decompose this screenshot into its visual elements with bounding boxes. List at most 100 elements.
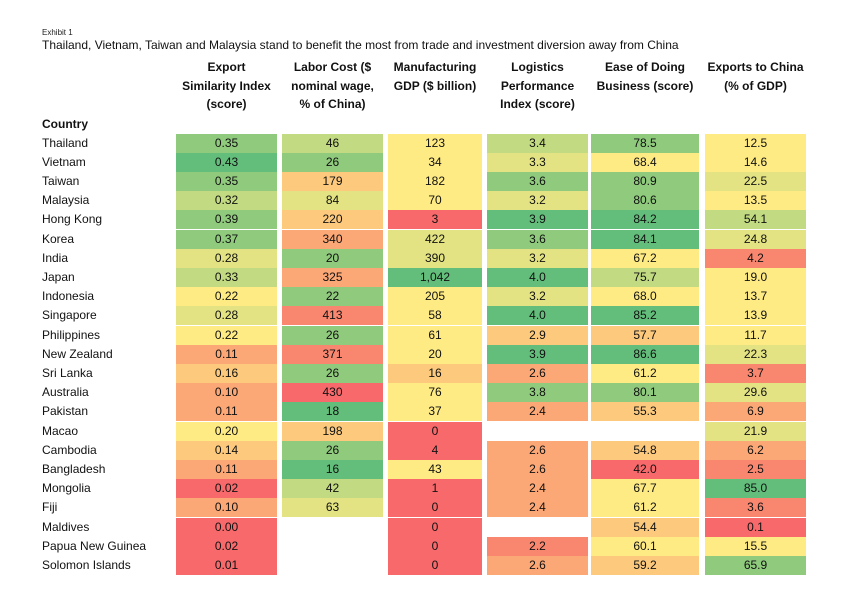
column-header-line: Labor Cost ($ <box>293 60 372 74</box>
country-name: New Zealand <box>42 346 113 361</box>
cell-labor <box>282 536 383 556</box>
cell-exp: 6.2 <box>705 440 806 460</box>
cell-esi: 0.33 <box>176 267 277 288</box>
table-row: Korea 0.37 340 422 3.6 84.1 24.8 <box>0 229 856 249</box>
cell-mfg: 0 <box>388 536 482 556</box>
cell-esi: 0.02 <box>176 536 277 556</box>
table-row: New Zealand 0.11 371 20 3.9 86.6 22.3 <box>0 344 856 364</box>
cell-lpi: 3.2 <box>487 287 588 307</box>
cell-edb: 55.3 <box>591 402 699 422</box>
cell-exp: 24.8 <box>705 229 806 249</box>
cell-edb: 68.0 <box>591 287 699 307</box>
cell-esi: 0.10 <box>176 383 277 403</box>
cell-mfg: 422 <box>388 229 482 249</box>
column-header-line: Exports to China <box>707 60 804 74</box>
column-header-mfg: Manufacturing GDP ($ billion) <box>378 58 492 95</box>
country-name: Philippines <box>42 327 101 342</box>
cell-esi: 0.00 <box>176 517 277 537</box>
cell-labor: 325 <box>282 267 383 288</box>
cell-labor: 340 <box>282 229 383 249</box>
cell-edb: 78.5 <box>591 133 699 153</box>
cell-esi: 0.32 <box>176 191 277 211</box>
column-header-line: Index (score) <box>500 97 575 111</box>
cell-mfg: 390 <box>388 248 482 268</box>
cell-lpi: 2.4 <box>487 402 588 422</box>
cell-mfg: 20 <box>388 344 482 364</box>
cell-labor: 42 <box>282 479 383 499</box>
cell-lpi: 2.6 <box>487 440 588 460</box>
cell-lpi <box>487 421 588 441</box>
cell-esi: 0.20 <box>176 421 277 441</box>
country-name: Indonesia <box>42 289 95 304</box>
cell-labor: 26 <box>282 152 383 172</box>
cell-edb: 80.9 <box>591 171 699 192</box>
cell-esi: 0.22 <box>176 287 277 307</box>
column-header-exp: Exports to China (% of GDP) <box>695 58 816 95</box>
exhibit-label: Exhibit 1 <box>42 28 73 37</box>
cell-mfg: 0 <box>388 421 482 441</box>
table-row: Australia 0.10 430 76 3.8 80.1 29.6 <box>0 383 856 403</box>
cell-exp: 0.1 <box>705 517 806 537</box>
cell-edb: 84.1 <box>591 229 699 249</box>
cell-exp: 19.0 <box>705 267 806 288</box>
country-column-header: Country <box>42 117 88 131</box>
cell-exp: 6.9 <box>705 402 806 422</box>
cell-mfg: 34 <box>388 152 482 172</box>
cell-lpi: 2.9 <box>487 325 588 345</box>
column-header-lpi: Logistics Performance Index (score) <box>477 58 598 114</box>
cell-esi: 0.35 <box>176 133 277 153</box>
cell-mfg: 0 <box>388 517 482 537</box>
cell-edb: 86.6 <box>591 344 699 364</box>
table-row: Japan 0.33 325 1,042 4.0 75.7 19.0 <box>0 267 856 288</box>
cell-esi: 0.43 <box>176 152 277 172</box>
cell-edb: 85.2 <box>591 306 699 326</box>
cell-edb: 67.7 <box>591 479 699 499</box>
cell-lpi: 2.6 <box>487 363 588 384</box>
cell-lpi: 3.2 <box>487 248 588 268</box>
cell-labor: 413 <box>282 306 383 326</box>
cell-mfg: 0 <box>388 498 482 518</box>
column-header-edb: Ease of Doing Business (score) <box>581 58 709 95</box>
cell-edb: 61.2 <box>591 363 699 384</box>
country-name: India <box>42 250 69 265</box>
cell-labor: 22 <box>282 287 383 307</box>
cell-edb: 67.2 <box>591 248 699 268</box>
country-name: Maldives <box>42 519 90 534</box>
cell-mfg: 123 <box>388 133 482 153</box>
cell-exp: 13.5 <box>705 191 806 211</box>
cell-labor <box>282 517 383 537</box>
cell-exp: 22.3 <box>705 344 806 364</box>
cell-mfg: 1,042 <box>388 267 482 288</box>
cell-labor: 220 <box>282 210 383 230</box>
cell-mfg: 37 <box>388 402 482 422</box>
cell-exp: 22.5 <box>705 171 806 192</box>
cell-mfg: 0 <box>388 555 482 576</box>
table-row: Mongolia 0.02 42 1 2.4 67.7 85.0 <box>0 479 856 499</box>
column-header-line: % of China) <box>299 97 366 111</box>
cell-lpi: 3.9 <box>487 210 588 230</box>
country-name: Hong Kong <box>42 212 103 227</box>
cell-edb: 54.8 <box>591 440 699 460</box>
cell-exp: 3.7 <box>705 363 806 384</box>
column-header-line: Performance <box>500 78 575 93</box>
cell-labor: 20 <box>282 248 383 268</box>
cell-labor: 430 <box>282 383 383 403</box>
cell-edb: 54.4 <box>591 517 699 537</box>
country-name: Singapore <box>42 308 97 323</box>
cell-mfg: 205 <box>388 287 482 307</box>
cell-edb: 84.2 <box>591 210 699 230</box>
cell-esi: 0.28 <box>176 306 277 326</box>
cell-edb: 68.4 <box>591 152 699 172</box>
table-row: Thailand 0.35 46 123 3.4 78.5 12.5 <box>0 133 856 153</box>
table-row: Macao 0.20 198 0 21.9 <box>0 421 856 441</box>
cell-exp: 15.5 <box>705 536 806 556</box>
table-row: Fiji 0.10 63 0 2.4 61.2 3.6 <box>0 498 856 518</box>
cell-esi: 0.39 <box>176 210 277 230</box>
table-row: Papua New Guinea 0.02 0 2.2 60.1 15.5 <box>0 536 856 556</box>
country-name: Cambodia <box>42 442 97 457</box>
cell-edb: 75.7 <box>591 267 699 288</box>
cell-edb: 80.1 <box>591 383 699 403</box>
cell-exp: 14.6 <box>705 152 806 172</box>
cell-exp: 11.7 <box>705 325 806 345</box>
cell-esi: 0.01 <box>176 555 277 576</box>
